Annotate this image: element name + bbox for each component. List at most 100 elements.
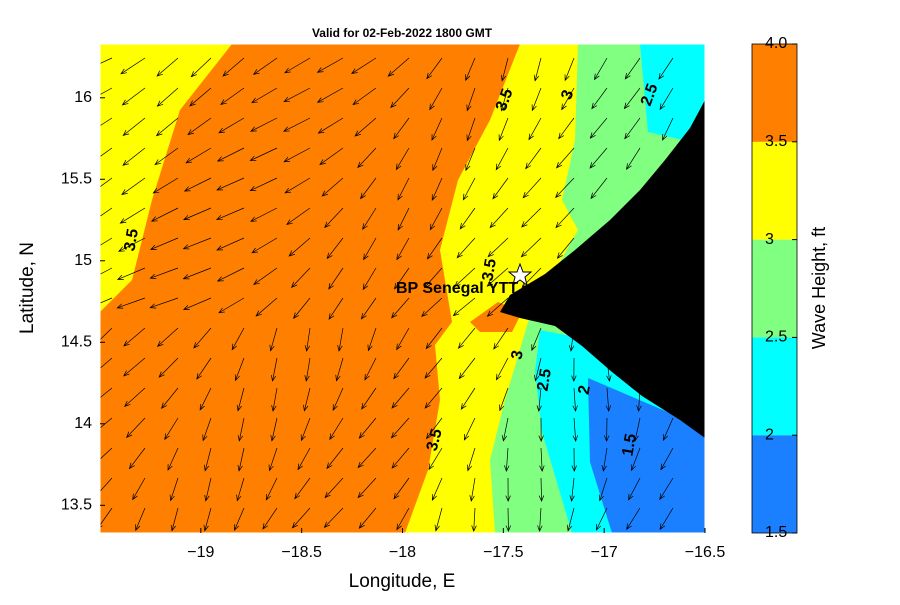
wind-arrow: [659, 87, 674, 111]
wind-arrow: [626, 507, 641, 531]
wind-arrow: [121, 177, 146, 196]
wind-arrow: [218, 297, 245, 314]
wind-arrow: [465, 57, 476, 82]
wind-arrow: [216, 267, 245, 282]
wind-arrow: [161, 387, 179, 409]
wind-arrow: [500, 57, 509, 82]
wind-arrow: [269, 327, 278, 352]
wind-arrow: [594, 57, 608, 81]
wind-arrow: [361, 387, 377, 410]
wind-arrow: [466, 87, 476, 112]
wind-arrow: [429, 207, 443, 231]
wind-arrow: [390, 417, 410, 439]
contour-label: 3: [509, 349, 527, 361]
wind-arrow: [183, 177, 212, 192]
wind-arrow: [505, 507, 512, 533]
wind-arrow: [354, 117, 377, 137]
wind-arrow: [323, 507, 344, 528]
wind-arrow: [658, 57, 674, 80]
y-tick-label: 13.5: [61, 497, 92, 514]
wind-arrow: [531, 87, 542, 112]
wind-arrow: [569, 477, 575, 502]
wind-arrow: [187, 117, 212, 136]
wind-arrow: [237, 417, 245, 442]
wind-arrow: [432, 147, 443, 172]
wind-arrow: [123, 327, 146, 347]
wind-arrow: [431, 177, 443, 201]
wind-arrow: [397, 177, 410, 201]
wind-arrow: [328, 297, 344, 320]
wind-arrow: [350, 57, 377, 75]
wind-arrow: [564, 57, 575, 82]
wind-arrow: [149, 237, 179, 250]
colorbar-tick-label: 3: [765, 231, 774, 248]
wind-arrow: [536, 387, 542, 412]
wind-arrow: [522, 177, 542, 199]
wind-arrow: [329, 417, 344, 441]
wind-arrow: [391, 447, 410, 469]
wind-arrow: [216, 237, 245, 251]
wind-arrow: [122, 117, 146, 137]
wind-arrow: [364, 357, 377, 381]
wind-arrow: [428, 447, 443, 471]
wind-arrow: [668, 357, 674, 382]
wind-arrow: [598, 477, 608, 502]
wind-arrow: [291, 507, 311, 529]
wind-arrow: [471, 507, 477, 533]
wind-arrow: [122, 147, 146, 166]
wind-arrow: [591, 87, 608, 110]
contour-label: 1.5: [619, 432, 640, 457]
wind-arrow: [397, 207, 410, 231]
x-tick-label: −18.5: [281, 544, 322, 561]
wind-arrow: [297, 447, 311, 471]
colorbar-frame: [751, 43, 798, 534]
wind-arrow: [423, 267, 443, 289]
wind-arrow: [670, 327, 677, 353]
wind-arrow: [156, 327, 179, 347]
wind-arrow: [486, 267, 509, 287]
wind-arrow: [395, 147, 410, 171]
wind-arrow: [316, 87, 344, 103]
wind-arrow: [487, 237, 509, 258]
wind-arrow: [459, 207, 476, 230]
wind-arrow: [286, 207, 311, 226]
wind-arrow: [659, 477, 674, 501]
wind-arrow: [492, 177, 509, 200]
wind-arrow: [284, 57, 311, 74]
wind-arrow: [283, 87, 311, 103]
wind-arrow: [537, 507, 543, 532]
wind-arrow: [426, 57, 443, 80]
wind-arrow: [234, 507, 245, 532]
wind-arrow: [216, 177, 245, 191]
y-tick-label: 14: [74, 415, 92, 432]
wind-arrow: [164, 417, 179, 441]
x-tick-label: −16.5: [685, 544, 726, 561]
wind-arrow: [216, 147, 245, 162]
x-tick-label: −17: [591, 544, 618, 561]
wind-arrow: [270, 357, 278, 382]
wind-arrow: [182, 237, 212, 250]
wind-arrow: [357, 477, 377, 499]
wind-arrow: [393, 267, 410, 290]
wind-arrow: [100, 117, 113, 127]
wind-arrow: [493, 327, 509, 350]
wind-arrow: [605, 387, 612, 412]
wind-arrow: [429, 87, 443, 111]
wind-arrow: [520, 237, 542, 258]
wind-arrow: [662, 117, 674, 141]
wind-arrow: [132, 477, 146, 501]
wind-arrow: [326, 447, 344, 470]
wind-arrow: [460, 387, 476, 410]
wind-arrow: [359, 177, 377, 200]
wind-arrow: [452, 297, 476, 317]
wind-arrow: [390, 87, 410, 109]
wind-arrow: [149, 297, 179, 309]
wind-arrow: [182, 267, 212, 280]
wind-arrow: [393, 477, 410, 500]
wind-arrow: [534, 357, 542, 382]
y-tick-label: 15.5: [61, 171, 92, 188]
wind-arrow: [204, 477, 212, 502]
wind-arrow: [561, 87, 575, 111]
wind-arrow: [462, 177, 476, 201]
wind-arrow: [556, 237, 575, 259]
